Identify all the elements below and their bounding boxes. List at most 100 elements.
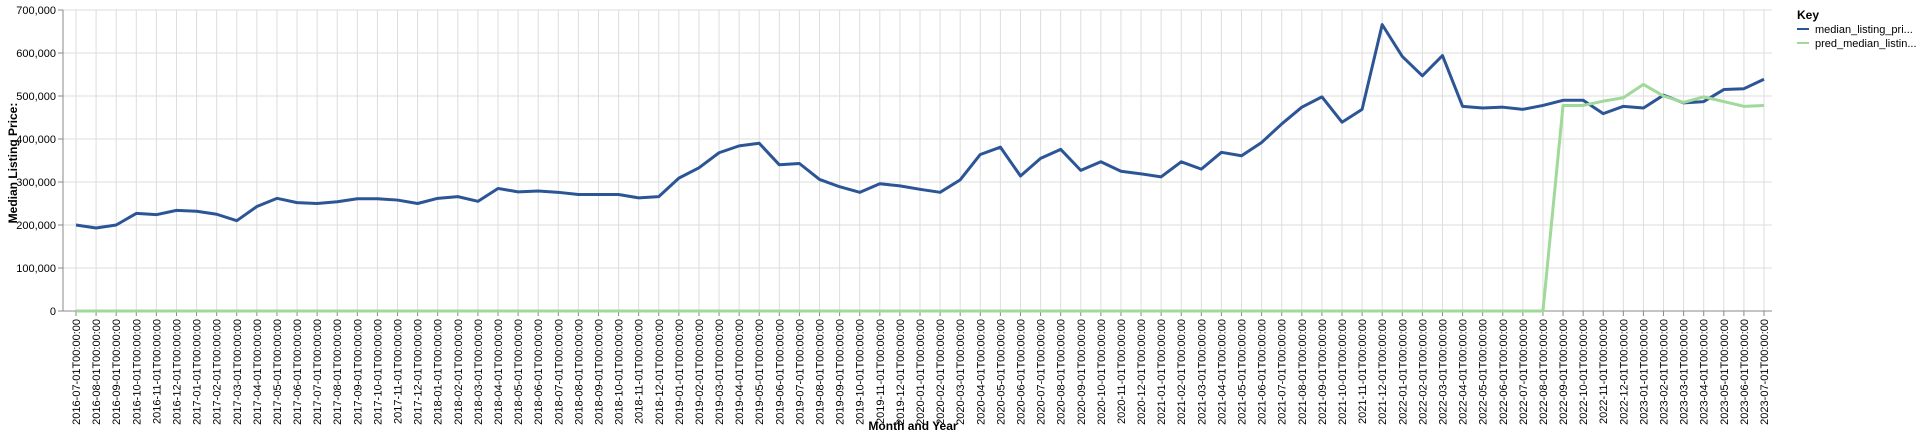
x-tick-label: 2022-01-01T00:00:00 (1397, 319, 1409, 425)
x-tick-label: 2019-11-01T00:00:00 (875, 319, 887, 424)
x-tick-label: 2022-07-01T00:00:00 (1518, 319, 1530, 425)
x-tick-label: 2017-03-01T00:00:00 (232, 319, 244, 425)
x-tick-label: 2019-12-01T00:00:00 (895, 319, 907, 425)
x-tick-label: 2022-08-01T00:00:00 (1538, 319, 1550, 425)
series-line-0 (75, 23, 1765, 230)
y-axis-title: Median Listing Price: (6, 103, 20, 224)
x-tick-label: 2017-05-01T00:00:00 (272, 319, 284, 425)
x-tick-label: 2020-06-01T00:00:00 (1015, 319, 1027, 425)
y-axis: 0 100,000 200,000 300,000 400,000 500,000 600,… (16, 5, 64, 318)
x-tick-label: 2017-02-01T00:00:00 (212, 319, 224, 425)
x-tick-label: 2019-09-01T00:00:00 (835, 319, 847, 425)
series-lines (75, 23, 1765, 313)
x-tick-label: 2019-05-01T00:00:00 (754, 319, 766, 425)
x-tick-label: 2018-10-01T00:00:00 (614, 319, 626, 425)
x-tick-label: 2021-02-01T00:00:00 (1176, 319, 1188, 425)
x-tick-label: 2023-03-01T00:00:00 (1679, 319, 1691, 425)
y-tick-label: 300,000 (16, 177, 56, 189)
x-tick-label: 2020-05-01T00:00:00 (995, 319, 1007, 425)
x-tick-label: 2021-03-01T00:00:00 (1196, 319, 1208, 425)
legend-title: Key (1797, 8, 1819, 22)
x-tick-label: 2018-07-01T00:00:00 (553, 319, 565, 425)
x-tick-label: 2023-06-01T00:00:00 (1739, 319, 1751, 425)
x-tick-label: 2018-06-01T00:00:00 (533, 319, 545, 425)
x-tick-label: 2017-01-01T00:00:00 (192, 319, 204, 425)
x-tick-label: 2017-08-01T00:00:00 (332, 319, 344, 425)
x-tick-label: 2017-07-01T00:00:00 (312, 319, 324, 425)
x-tick-label: 2023-07-01T00:00:00 (1759, 319, 1771, 425)
x-tick-label: 2018-08-01T00:00:00 (573, 319, 585, 425)
y-tick-label: 400,000 (16, 134, 56, 146)
x-tick-label: 2019-04-01T00:00:00 (734, 319, 746, 425)
x-tick-label: 2021-12-01T00:00:00 (1377, 319, 1389, 425)
x-tick-label: 2019-10-01T00:00:00 (855, 319, 867, 425)
series-line-1 (76, 82, 1765, 313)
x-tick-label: 2019-01-01T00:00:00 (674, 319, 686, 425)
x-tick-label: 2023-04-01T00:00:00 (1699, 319, 1711, 425)
x-tick-label: 2022-11-01T00:00:00 (1598, 319, 1610, 424)
x-tick-label: 2017-12-01T00:00:00 (413, 319, 425, 425)
x-tick-label: 2019-03-01T00:00:00 (714, 319, 726, 425)
x-tick-label: 2018-05-01T00:00:00 (513, 319, 525, 425)
x-axis-title: Month and Year (868, 419, 957, 433)
x-tick-label: 2016-12-01T00:00:00 (171, 319, 183, 425)
x-tick-label: 2017-10-01T00:00:00 (372, 319, 384, 425)
x-tick-label: 2020-07-01T00:00:00 (1036, 319, 1048, 425)
x-tick-label: 2022-05-01T00:00:00 (1478, 319, 1490, 425)
legend-label: pred_median_listin... (1815, 38, 1917, 50)
x-tick-label: 2020-09-01T00:00:00 (1076, 319, 1088, 425)
y-tick-label: 500,000 (16, 91, 56, 103)
x-tick-label: 2022-10-01T00:00:00 (1578, 319, 1590, 425)
x-tick-label: 2019-02-01T00:00:00 (694, 319, 706, 425)
y-tick-label: 600,000 (16, 48, 56, 60)
x-tick-label: 2020-08-01T00:00:00 (1056, 319, 1068, 425)
x-tick-label: 2019-08-01T00:00:00 (815, 319, 827, 425)
x-tick-label: 2023-05-01T00:00:00 (1719, 319, 1731, 425)
x-tick-label: 2016-11-01T00:00:00 (151, 319, 163, 424)
x-tick-label: 2021-08-01T00:00:00 (1297, 319, 1309, 425)
y-tick-label: 700,000 (16, 5, 56, 17)
x-tick-label: 2016-09-01T00:00:00 (111, 319, 123, 425)
x-tick-label: 2022-06-01T00:00:00 (1498, 319, 1510, 425)
x-tick-label: 2018-12-01T00:00:00 (654, 319, 666, 425)
x-tick-label: 2019-06-01T00:00:00 (774, 319, 786, 425)
x-tick-label: 2018-04-01T00:00:00 (493, 319, 505, 425)
x-tick-label: 2016-07-01T00:00:00 (71, 319, 83, 425)
x-tick-label: 2021-07-01T00:00:00 (1277, 319, 1289, 425)
x-tick-label: 2021-06-01T00:00:00 (1257, 319, 1269, 425)
x-tick-label: 2022-12-01T00:00:00 (1618, 319, 1630, 425)
x-tick-label: 2016-08-01T00:00:00 (91, 319, 103, 425)
x-tick-label: 2018-09-01T00:00:00 (593, 319, 605, 425)
x-tick-label: 2016-10-01T00:00:00 (131, 319, 143, 425)
x-tick-label: 2020-11-01T00:00:00 (1116, 319, 1128, 424)
x-tick-label: 2022-03-01T00:00:00 (1437, 319, 1449, 425)
x-tick-label: 2018-11-01T00:00:00 (634, 319, 646, 424)
legend-label: median_listing_pri... (1815, 24, 1913, 36)
legend: Key median_listing_pri... pred_median_lis… (1797, 8, 1917, 50)
y-tick-label: 100,000 (16, 263, 56, 275)
x-tick-label: 2018-03-01T00:00:00 (473, 319, 485, 425)
x-tick-label: 2017-06-01T00:00:00 (292, 319, 304, 425)
x-tick-label: 2021-01-01T00:00:00 (1156, 319, 1168, 425)
x-tick-label: 2023-02-01T00:00:00 (1659, 319, 1671, 425)
x-tick-label: 2022-02-01T00:00:00 (1417, 319, 1429, 425)
x-tick-label: 2020-10-01T00:00:00 (1096, 319, 1108, 425)
x-tick-label: 2020-01-01T00:00:00 (915, 319, 927, 425)
x-tick-label: 2020-12-01T00:00:00 (1136, 319, 1148, 425)
x-tick-label: 2018-02-01T00:00:00 (453, 319, 465, 425)
y-tick-label: 0 (50, 306, 56, 318)
x-tick-label: 2018-01-01T00:00:00 (433, 319, 445, 425)
x-tick-label: 2023-01-01T00:00:00 (1638, 319, 1650, 425)
x-tick-label: 2021-10-01T00:00:00 (1337, 319, 1349, 425)
x-tick-label: 2020-03-01T00:00:00 (955, 319, 967, 425)
x-tick-label: 2017-04-01T00:00:00 (252, 319, 264, 425)
x-tick-label: 2021-05-01T00:00:00 (1237, 319, 1249, 425)
x-tick-label: 2017-09-01T00:00:00 (352, 319, 364, 425)
x-tick-label: 2021-04-01T00:00:00 (1216, 319, 1228, 425)
x-tick-label: 2021-09-01T00:00:00 (1317, 319, 1329, 425)
x-tick-label: 2022-04-01T00:00:00 (1458, 319, 1470, 425)
x-tick-label: 2021-11-01T00:00:00 (1357, 319, 1369, 424)
x-axis: 2016-07-01T00:00:00 2016-08-01T00:00:00 20… (63, 310, 1772, 425)
x-tick-label: 2020-04-01T00:00:00 (975, 319, 987, 425)
